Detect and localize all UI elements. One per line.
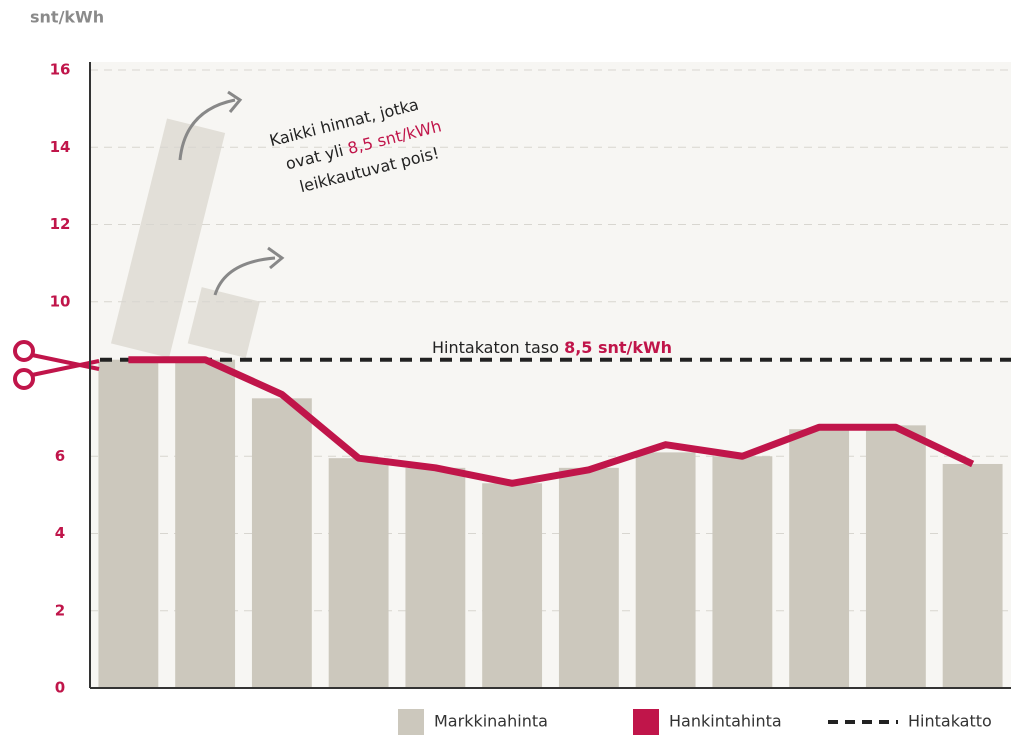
bar	[405, 468, 465, 688]
cap-label-value: 8,5 snt/kWh	[564, 338, 672, 357]
page: {"chart_data": { "type": "bar", "y_label…	[0, 0, 1011, 738]
y-tick-label: 12	[50, 215, 71, 233]
bar	[329, 458, 389, 688]
bar	[559, 468, 619, 688]
y-tick-label: 10	[50, 292, 71, 310]
y-tick-label: 6	[55, 447, 65, 465]
legend-label: Hintakatto	[908, 712, 992, 731]
cap-label-text: Hintakaton taso	[432, 338, 564, 357]
scissors-icon	[15, 342, 99, 388]
bar	[943, 464, 1003, 688]
legend-swatch	[398, 709, 424, 735]
y-tick-label: 16	[50, 61, 71, 79]
y-tick-label: 14	[50, 138, 71, 156]
legend-swatch	[633, 709, 659, 735]
legend-label: Markkinahinta	[434, 712, 548, 731]
chart: snt/kWh Kaikki hinnat, jotka ovat yli 8,…	[0, 0, 1011, 738]
bar	[175, 360, 235, 688]
bar	[866, 425, 926, 688]
y-tick-label: 2	[55, 601, 65, 619]
bar	[98, 360, 158, 688]
legend-label: Hankintahinta	[669, 712, 782, 731]
bar	[252, 398, 312, 688]
y-axis-label: snt/kWh	[30, 8, 104, 27]
bar	[789, 429, 849, 688]
bar	[482, 483, 542, 688]
bar	[636, 452, 696, 688]
y-tick-label: 0	[55, 679, 65, 697]
y-tick-label: 4	[55, 524, 65, 542]
cap-label: Hintakaton taso 8,5 snt/kWh	[432, 338, 672, 357]
bar	[712, 456, 772, 688]
